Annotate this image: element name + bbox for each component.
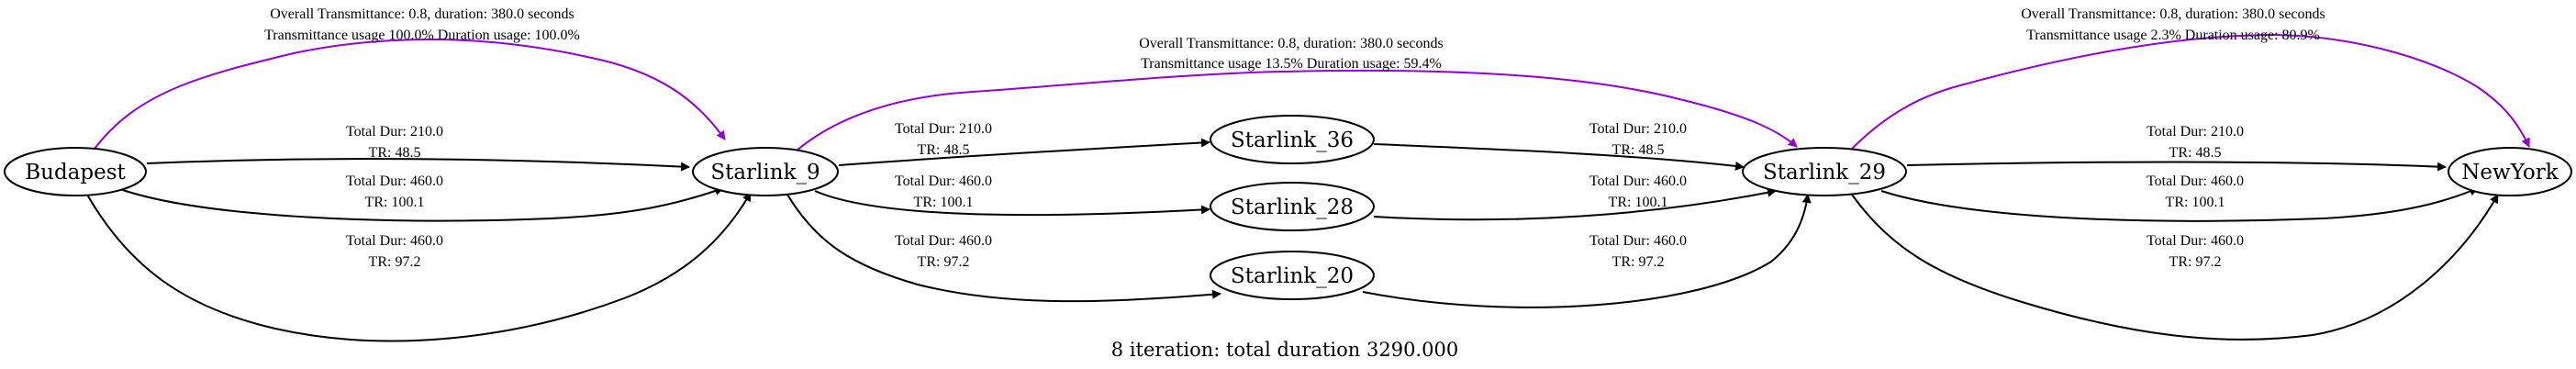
edge-budapest-starlink9-a	[146, 158, 690, 172]
summary-label-starlink29-newyork-line1: Overall Transmittance: 0.8, duration: 38…	[2021, 6, 2325, 22]
edge-label-starlink9-starlink36-dur: Total Dur: 210.0	[895, 121, 992, 137]
iteration-caption: 8 iteration: total duration 3290.000	[1111, 339, 1458, 361]
node-starlink-20: Starlink_20	[1210, 251, 1375, 300]
edge-label-budapest-starlink9-a-tr: TR: 48.5	[369, 145, 421, 161]
edge-label-budapest-starlink9-b-tr: TR: 100.1	[365, 195, 425, 210]
edge-label-starlink36-starlink29-tr: TR: 48.5	[1612, 142, 1665, 158]
node-starlink-28: Starlink_28	[1210, 182, 1375, 231]
edge-label-starlink29-newyork-c-dur: Total Dur: 460.0	[2147, 233, 2244, 249]
summary-edge-starlink29-newyork	[1851, 33, 2530, 150]
edge-label-starlink20-starlink29-dur: Total Dur: 460.0	[1589, 233, 1687, 249]
edge-starlink36-starlink29	[1373, 143, 1745, 171]
edge-starlink28-starlink29	[1373, 187, 1777, 221]
node-starlink-9-label: Starlink_9	[710, 161, 820, 184]
summary-edge-starlink9-starlink29	[796, 69, 1798, 151]
node-starlink-29-label: Starlink_29	[1763, 161, 1886, 184]
node-budapest-label: Budapest	[25, 161, 126, 184]
node-starlink-28-label: Starlink_28	[1231, 196, 1354, 219]
summary-label-starlink9-starlink29-line2: Transmittance usage 13.5% Duration usage…	[1141, 56, 1442, 72]
edge-label-budapest-starlink9-b-dur: Total Dur: 460.0	[346, 173, 443, 189]
node-starlink-36: Starlink_36	[1210, 115, 1375, 164]
edge-label-budapest-starlink9-c-tr: TR: 97.2	[369, 254, 421, 270]
summary-label-starlink9-starlink29-line1: Overall Transmittance: 0.8, duration: 38…	[1139, 36, 1444, 51]
edge-label-starlink29-newyork-b-dur: Total Dur: 460.0	[2147, 173, 2244, 189]
edge-label-starlink9-starlink36-tr: TR: 48.5	[918, 142, 970, 158]
edge-starlink9-starlink20	[786, 194, 1221, 303]
summary-label-budapest-starlink9-line2: Transmittance usage 100.0% Duration usag…	[264, 28, 580, 43]
edge-label-starlink29-newyork-a-tr: TR: 48.5	[2169, 145, 2222, 161]
node-starlink-20-label: Starlink_20	[1231, 264, 1354, 288]
edge-label-starlink28-starlink29-dur: Total Dur: 460.0	[1589, 173, 1687, 189]
node-starlink-9: Starlink_9	[692, 147, 839, 196]
node-starlink-29: Starlink_29	[1742, 147, 1907, 196]
edge-label-starlink29-newyork-c-tr: TR: 97.2	[2169, 254, 2222, 270]
summary-edge-budapest-starlink9	[94, 38, 726, 150]
summary-label-starlink29-newyork-line2: Transmittance usage 2.3% Duration usage:…	[2026, 28, 2320, 43]
edge-label-starlink9-starlink28-tr: TR: 100.1	[914, 195, 974, 210]
summary-label-budapest-starlink9-line1: Overall Transmittance: 0.8, duration: 38…	[270, 6, 574, 22]
edge-label-starlink9-starlink28-dur: Total Dur: 460.0	[895, 173, 992, 189]
edge-label-starlink20-starlink29-tr: TR: 97.2	[1612, 254, 1665, 270]
edge-label-starlink36-starlink29-dur: Total Dur: 210.0	[1589, 121, 1687, 137]
edge-starlink29-newyork-c	[1851, 194, 2499, 341]
edge-label-starlink29-newyork-a-dur: Total Dur: 210.0	[2147, 124, 2244, 140]
edge-label-budapest-starlink9-a-dur: Total Dur: 210.0	[346, 124, 443, 140]
node-budapest: Budapest	[4, 147, 147, 196]
edge-budapest-starlink9-c	[86, 192, 752, 342]
edge-starlink9-starlink36	[838, 138, 1210, 166]
node-newyork-label: NewYork	[2461, 161, 2559, 184]
node-newyork: NewYork	[2448, 147, 2572, 196]
edge-starlink9-starlink28	[814, 190, 1210, 217]
edge-budapest-starlink9-b	[117, 186, 724, 222]
edge-label-starlink29-newyork-b-tr: TR: 100.1	[2166, 195, 2225, 210]
edge-starlink20-starlink29	[1362, 194, 1812, 308]
edge-starlink29-newyork-a	[1906, 161, 2447, 172]
node-starlink-36-label: Starlink_36	[1231, 129, 1354, 152]
edge-label-starlink9-starlink20-tr: TR: 97.2	[918, 254, 970, 270]
edge-label-budapest-starlink9-c-dur: Total Dur: 460.0	[346, 233, 443, 249]
edge-label-starlink28-starlink29-tr: TR: 100.1	[1609, 195, 1668, 210]
edge-label-starlink9-starlink20-dur: Total Dur: 460.0	[895, 233, 992, 249]
edge-starlink29-newyork-b	[1880, 186, 2479, 222]
